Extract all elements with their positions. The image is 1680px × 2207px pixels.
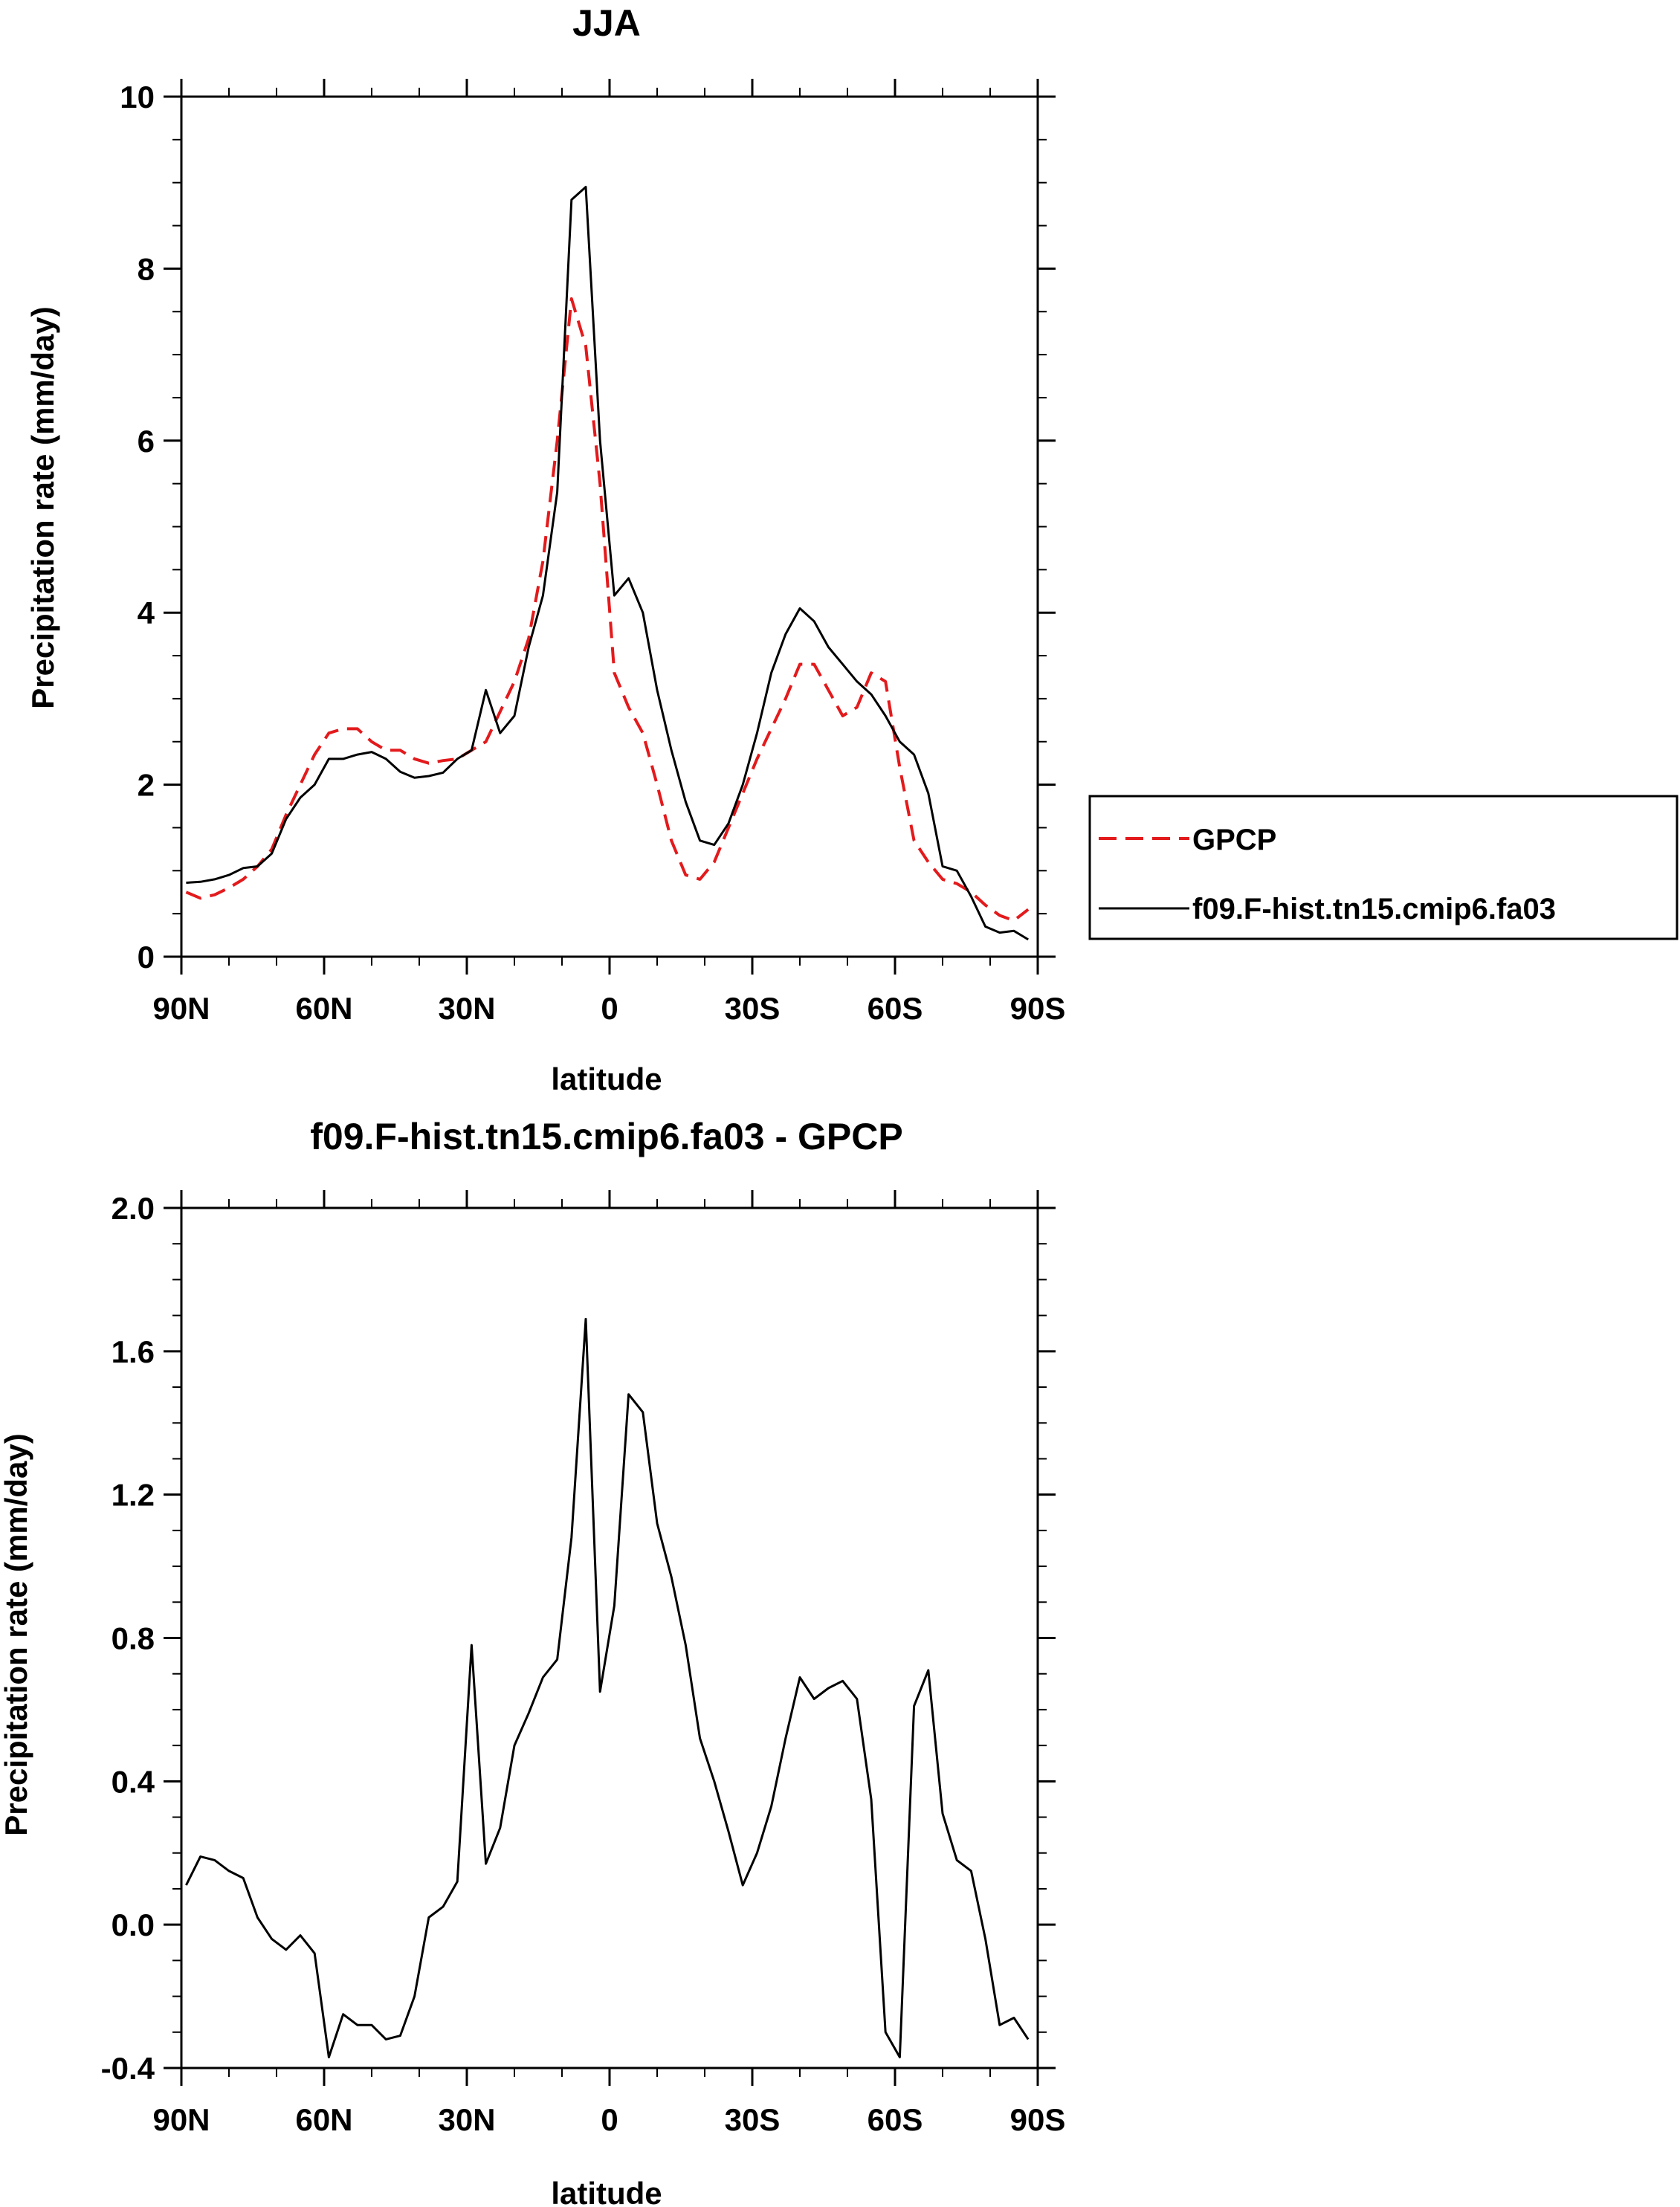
chart-title: f09.F-hist.tn15.cmip6.fa03 - GPCP [310, 1116, 902, 1157]
series-line-gpcp [185, 297, 1030, 922]
y-tick-label: 6 [138, 424, 155, 459]
x-tick-label: 90N [152, 991, 210, 1026]
y-tick-label: 1.6 [112, 1334, 155, 1369]
x-tick-label: 60S [868, 991, 923, 1026]
x-axis-label: latitude [551, 2176, 662, 2207]
x-tick-label: 0 [601, 2102, 618, 2137]
x-tick-label: 0 [601, 991, 618, 1026]
series-lines [185, 186, 1030, 941]
legend: GPCP f09.F-hist.tn15.cmip6.fa03 [1088, 795, 1679, 940]
y-tick-label: 0.4 [112, 1764, 155, 1799]
x-tick-label: 30N [438, 2102, 495, 2137]
x-tick-label: 60N [295, 991, 352, 1026]
series-line-difference [185, 1317, 1030, 2058]
y-axis-label: Precipitation rate (mm/day) [0, 1433, 33, 1835]
x-tick-label: 90S [1010, 991, 1066, 1026]
series-line-f09-f-hist-tn15-cmip6-fa03 [186, 186, 1029, 941]
y-tick-label: 0.8 [112, 1621, 155, 1656]
y-tick-label: 10 [120, 80, 155, 114]
x-tick-label: 60N [295, 2102, 352, 2137]
y-tick-label: 1.2 [112, 1478, 155, 1513]
plot-frame [180, 95, 1039, 958]
x-tick-label: 60S [868, 2102, 923, 2137]
axis-tick-labels: -0.4 0.0 0.4 0.8 1.2 1.6 2.0 90N 60N 30N 0 30S 60S 90… [101, 1191, 1066, 2137]
y-tick-label: 4 [138, 595, 155, 630]
x-tick-label: 30S [725, 2102, 781, 2137]
y-tick-label: 8 [138, 251, 155, 286]
y-tick-label: 2.0 [112, 1191, 155, 1226]
axis-ticks [164, 1190, 1056, 2086]
x-tick-label: 30S [725, 991, 781, 1026]
plot-frame [180, 1206, 1039, 2069]
y-tick-label: 0.0 [112, 1907, 155, 1942]
y-tick-label: 2 [138, 768, 155, 803]
y-tick-label: 0 [138, 940, 155, 975]
axis-tick-labels: 0 2 4 6 8 10 90N 60N 30N 0 30S 60S 90S [120, 80, 1065, 1026]
chart-panel-difference: f09.F-hist.tn15.cmip6.fa03 - GPCP Precip… [0, 1116, 1065, 2207]
series-lines [185, 1317, 1030, 2058]
y-axis-label: Precipitation rate (mm/day) [25, 306, 60, 708]
chart-title: JJA [572, 2, 641, 44]
x-tick-label: 90N [152, 2102, 210, 2137]
legend-label-gpcp: GPCP [1192, 824, 1276, 856]
x-tick-label: 90S [1010, 2102, 1066, 2137]
legend-label-model: f09.F-hist.tn15.cmip6.fa03 [1192, 893, 1556, 925]
chart-panel-jja: JJA Precipitation rate (mm/day) latitude… [25, 2, 1065, 1096]
x-axis-label: latitude [551, 1062, 662, 1096]
y-tick-label: -0.4 [101, 2051, 155, 2086]
x-tick-label: 30N [438, 991, 495, 1026]
legend-box [1088, 795, 1679, 940]
axis-ticks [164, 79, 1056, 975]
